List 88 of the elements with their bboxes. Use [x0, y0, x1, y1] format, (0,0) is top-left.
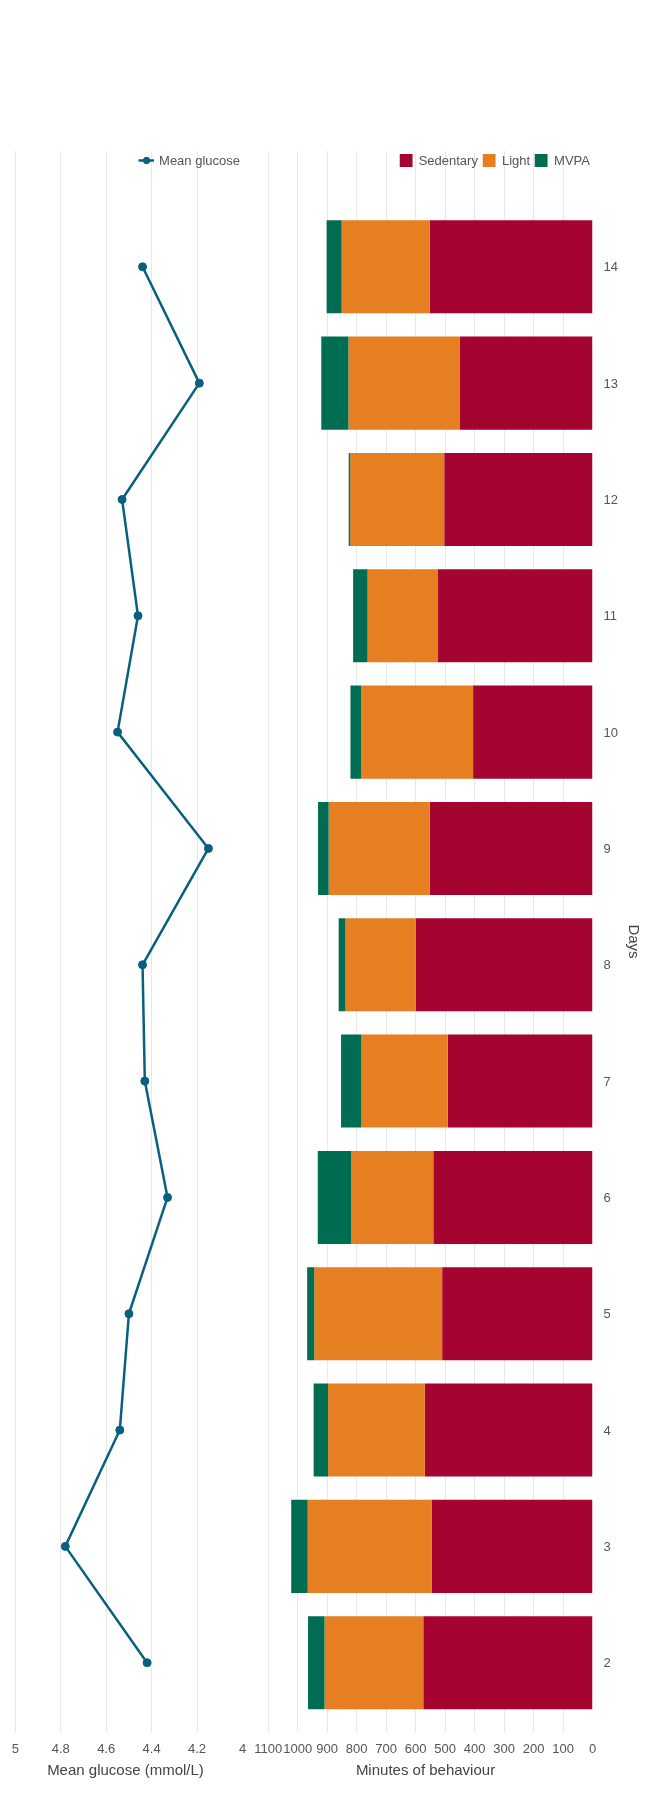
- legend-label: Sedentary: [418, 152, 478, 168]
- bar: [341, 1034, 362, 1128]
- bar: [345, 918, 416, 1012]
- bar: [350, 685, 362, 779]
- x-tick-label: 4.6: [97, 1740, 116, 1756]
- y-tick-label: 3: [603, 1538, 611, 1554]
- bar: [423, 1616, 593, 1710]
- y-tick-label: 14: [603, 259, 618, 275]
- x-tick-label: 200: [522, 1740, 545, 1756]
- x-tick-label: 4: [238, 1740, 247, 1756]
- bar: [438, 569, 593, 663]
- bar: [308, 1616, 325, 1710]
- x-tick-label: 4.8: [51, 1740, 70, 1756]
- bar: [328, 801, 430, 895]
- bar: [433, 1150, 593, 1244]
- x-tick-label: 100: [552, 1740, 574, 1756]
- point: [117, 494, 127, 504]
- point: [60, 1541, 70, 1551]
- y-tick-label: 8: [603, 957, 611, 973]
- bar: [353, 569, 368, 663]
- x-tick-label: 700: [375, 1740, 397, 1756]
- bar: [367, 569, 439, 663]
- x-tick-label: 5: [11, 1740, 19, 1756]
- bar: [361, 1034, 448, 1128]
- bar: [328, 1383, 425, 1477]
- x-tick-label: 500: [434, 1740, 456, 1756]
- bar: [314, 1267, 443, 1361]
- y-tick-label: 11: [603, 608, 617, 624]
- legend-label: MVPA: [554, 152, 590, 168]
- point: [113, 727, 123, 737]
- point: [142, 1658, 152, 1668]
- point: [203, 843, 213, 853]
- x-tick-label: 800: [345, 1740, 368, 1756]
- bar: [348, 336, 460, 430]
- point: [124, 1309, 134, 1319]
- x-tick-label: 4.4: [142, 1740, 161, 1756]
- bar: [447, 1034, 593, 1128]
- y-axis-title: Days: [625, 924, 643, 959]
- bar: [351, 1150, 434, 1244]
- y-tick-label: 5: [603, 1306, 611, 1322]
- x-tick-label: 300: [493, 1740, 515, 1756]
- x-axis-title: Minutes of behaviour: [355, 1760, 496, 1778]
- x-tick-label: 600: [404, 1740, 427, 1756]
- bar: [415, 918, 593, 1012]
- x-tick-label: 1000: [283, 1740, 313, 1756]
- point: [115, 1425, 125, 1435]
- bar: [429, 220, 593, 314]
- y-tick-label: 13: [603, 375, 618, 391]
- bar: [321, 336, 349, 430]
- x-tick-label: 4.2: [188, 1740, 207, 1756]
- bar: [307, 1499, 432, 1593]
- x-tick-label: 900: [316, 1740, 339, 1756]
- bar: [350, 452, 445, 546]
- point: [163, 1192, 173, 1202]
- y-tick-label: 12: [603, 491, 618, 507]
- y-tick-label: 10: [603, 724, 618, 740]
- y-tick-label: 4: [603, 1422, 611, 1438]
- bar: [318, 801, 329, 895]
- x-tick-label: 400: [463, 1740, 486, 1756]
- bar: [424, 1383, 593, 1477]
- legend-label: Light: [501, 152, 531, 168]
- bar: [444, 452, 593, 546]
- point: [140, 1076, 150, 1086]
- bar: [291, 1499, 308, 1593]
- bar: [429, 801, 593, 895]
- bar: [326, 220, 342, 314]
- y-tick-label: 6: [603, 1189, 611, 1205]
- bar: [341, 220, 430, 314]
- point: [138, 960, 148, 970]
- point: [133, 611, 143, 621]
- bar: [361, 685, 474, 779]
- bar: [313, 1383, 329, 1477]
- y-tick-label: 2: [603, 1655, 611, 1671]
- bar: [307, 1267, 315, 1361]
- bar: [473, 685, 593, 779]
- bar: [431, 1499, 593, 1593]
- bar: [459, 336, 593, 430]
- bar: [442, 1267, 593, 1361]
- x-tick-label: 0: [588, 1740, 597, 1756]
- point: [138, 262, 148, 272]
- legend-label: Mean glucose: [159, 152, 240, 168]
- x-tick-label: 1100: [254, 1740, 283, 1756]
- y-tick-label: 9: [603, 840, 611, 856]
- x-axis-title: Mean glucose (mmol/L): [47, 1760, 204, 1778]
- y-tick-label: 7: [603, 1073, 611, 1089]
- bar: [324, 1616, 424, 1710]
- point: [194, 378, 204, 388]
- bar: [317, 1150, 352, 1244]
